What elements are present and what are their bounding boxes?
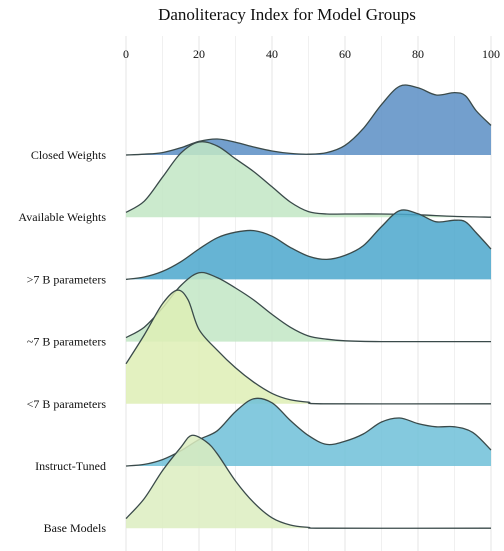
- chart-title: Danoliteracy Index for Model Groups: [158, 5, 416, 24]
- ridge-outline: [125, 434, 492, 529]
- x-tick-label: 60: [339, 47, 351, 61]
- ridge-closed-weights: [125, 84, 492, 156]
- row-label: >7 B parameters: [27, 272, 107, 286]
- row-label: Closed Weights: [31, 148, 106, 162]
- ridge-outline: [125, 289, 492, 405]
- row-labels: Closed Weights Available Weights >7 B para…: [18, 148, 106, 535]
- row-label: Base Models: [44, 521, 107, 535]
- ridge-base-models: [125, 434, 492, 529]
- ridge-outline: [125, 209, 492, 281]
- ridges: [125, 84, 492, 529]
- row-label: Instruct-Tuned: [35, 459, 106, 473]
- ridge-area: [126, 85, 491, 155]
- row-label: <7 B parameters: [27, 397, 107, 411]
- ridge-area: [126, 209, 491, 280]
- ridge-available-weights: [125, 141, 492, 218]
- x-tick-label: 100: [482, 47, 500, 61]
- ridge-area: [126, 398, 491, 466]
- ridge-outline: [125, 84, 492, 156]
- ridge-area: [126, 435, 491, 529]
- ridge-outline: [125, 141, 492, 218]
- ridge-area: [126, 272, 491, 342]
- x-axis-ticks: 0 20 40 60 80 100: [123, 47, 500, 61]
- x-tick-label: 40: [266, 47, 278, 61]
- x-tick-label: 80: [412, 47, 424, 61]
- ridge-7-b-parameters: [125, 209, 492, 281]
- ridge-area: [126, 141, 491, 218]
- x-tick-label: 20: [193, 47, 205, 61]
- row-label: ~7 B parameters: [27, 335, 106, 349]
- row-label: Available Weights: [18, 210, 106, 224]
- ridge-7-b-parameters: [125, 289, 492, 405]
- ridge-area: [126, 290, 491, 404]
- x-tick-label: 0: [123, 47, 129, 61]
